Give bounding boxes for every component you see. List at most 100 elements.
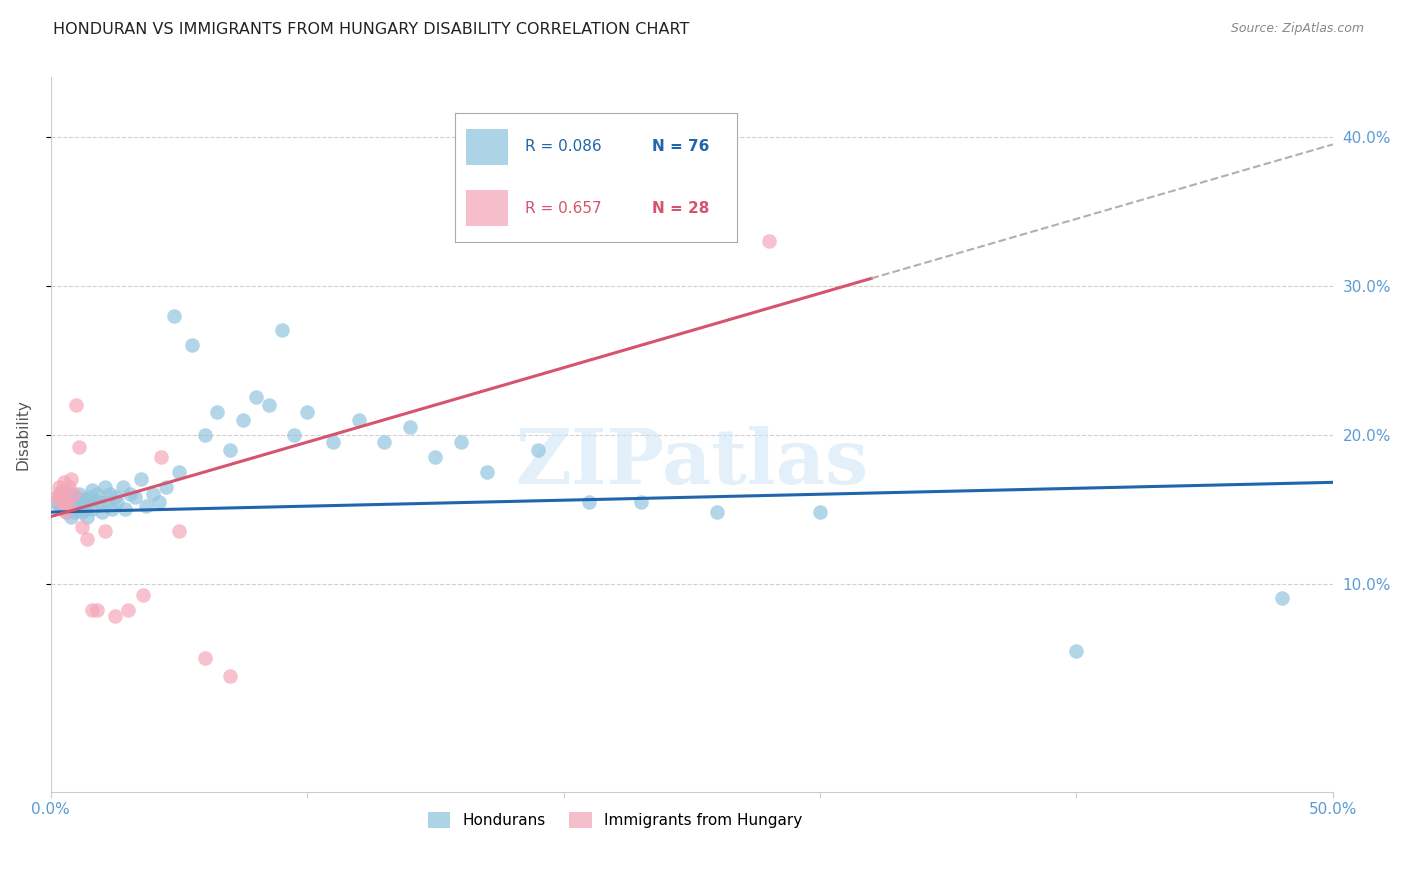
Point [117,603,139,617]
Point [1270,591,1292,606]
Point [758,234,780,248]
Point [80,603,103,617]
Point [132,589,155,603]
Point [73,502,96,516]
Point [398,420,420,434]
Text: Source: ZipAtlas.com: Source: ZipAtlas.com [1230,22,1364,36]
Point [67,440,90,454]
Point [194,427,217,442]
Point [270,324,292,338]
Point [70,520,93,534]
Point [93,480,115,494]
Point [630,494,652,508]
Point [80,502,103,516]
Point [101,502,124,516]
Point [52,475,75,490]
Point [129,472,152,486]
Point [425,450,447,464]
Text: ZIPatlas: ZIPatlas [515,426,869,500]
Point [245,391,267,405]
Y-axis label: Disability: Disability [15,400,30,470]
Point [86,487,108,501]
Point [163,309,186,323]
Point [67,487,90,501]
Point [232,413,254,427]
Point [373,435,395,450]
Point [52,496,75,510]
Point [70,494,93,508]
Point [63,487,86,501]
Point [65,502,87,516]
Point [49,491,72,506]
Point [79,490,101,504]
Point [48,487,70,501]
Point [135,499,157,513]
Point [155,480,177,494]
Point [207,405,229,419]
Legend: Hondurans, Immigrants from Hungary: Hondurans, Immigrants from Hungary [422,806,808,834]
Point [49,494,72,508]
Point [808,505,831,519]
Point [150,450,173,464]
Point [257,398,280,412]
Point [52,502,75,516]
Point [80,483,103,497]
Point [578,494,600,508]
Point [111,480,134,494]
Point [48,490,70,504]
Point [148,494,170,508]
Point [98,487,121,501]
Text: HONDURAN VS IMMIGRANTS FROM HUNGARY DISABILITY CORRELATION CHART: HONDURAN VS IMMIGRANTS FROM HUNGARY DISA… [53,22,690,37]
Point [86,603,108,617]
Point [450,435,472,450]
Point [58,480,80,494]
Point [347,413,370,427]
Point [58,499,80,513]
Point [55,490,77,504]
Point [167,524,190,539]
Point [48,499,70,513]
Point [142,487,165,501]
Point [706,505,728,519]
Point [48,480,70,494]
Point [96,494,118,508]
Point [60,472,83,486]
Point [52,487,75,501]
Point [49,484,72,499]
Point [76,509,98,524]
Point [45,494,67,508]
Point [65,398,87,412]
Point [283,427,305,442]
Point [475,465,498,479]
Point [60,509,83,524]
Point [52,494,75,508]
Point [104,609,127,624]
Point [73,491,96,506]
Point [114,502,136,516]
Point [49,498,72,512]
Point [107,494,129,508]
Point [527,442,550,457]
Point [167,465,190,479]
Point [63,505,86,519]
Point [180,338,202,352]
Point [60,498,83,512]
Point [104,490,127,504]
Point [297,405,319,419]
Point [70,505,93,519]
Point [322,435,344,450]
Point [83,493,105,508]
Point [55,505,77,519]
Point [65,490,87,504]
Point [58,502,80,516]
Point [89,494,111,508]
Point [60,487,83,501]
Point [194,651,217,665]
Point [45,490,67,504]
Point [219,669,242,683]
Point [55,484,77,499]
Point [76,532,98,546]
Point [219,442,242,457]
Point [93,524,115,539]
Point [58,491,80,506]
